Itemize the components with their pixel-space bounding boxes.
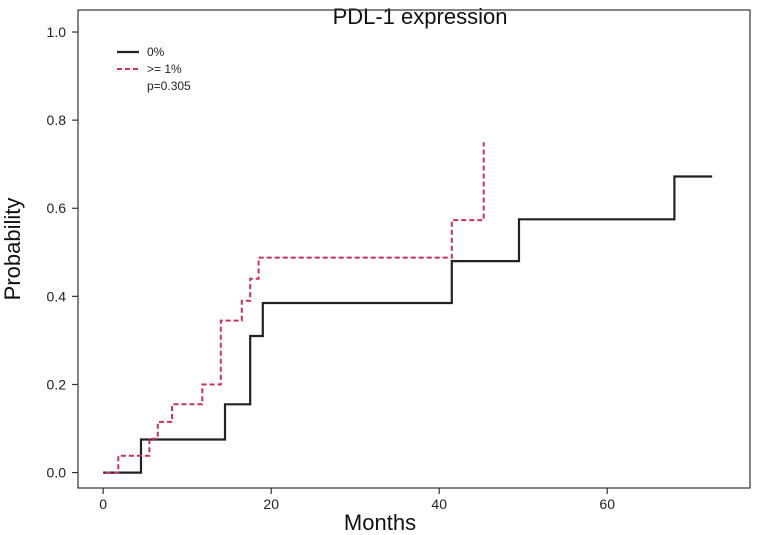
series-layer [103, 142, 713, 474]
y-tick-label: 0.2 [47, 376, 67, 392]
y-axis-ticks: 0.0 0.2 0.4 0.6 0.8 1.0 [47, 24, 78, 481]
plot-frame [77, 9, 751, 489]
y-tick-label: 0.8 [47, 112, 67, 128]
series-line-0pct [103, 175, 713, 474]
x-axis-label: Months [344, 510, 416, 535]
y-tick-label: 0.0 [47, 465, 67, 481]
series-line-ge1pct [105, 142, 485, 474]
x-tick-label: 40 [431, 496, 447, 512]
legend-label-0pct: 0% [147, 45, 165, 59]
y-tick-label: 0.4 [47, 288, 67, 304]
legend-label-1pct: >= 1% [147, 62, 182, 76]
p-value-annotation: p=0.305 [147, 79, 191, 93]
y-tick-label: 1.0 [47, 24, 67, 40]
x-tick-label: 20 [263, 496, 279, 512]
legend: 0% >= 1% p=0.305 [117, 45, 191, 93]
y-tick-label: 0.6 [47, 200, 67, 216]
x-axis-ticks: 0 20 40 60 [99, 488, 615, 512]
x-tick-label: 60 [599, 496, 615, 512]
x-tick-label: 0 [99, 496, 107, 512]
y-axis-label: Probability [0, 198, 25, 301]
chart-title: PDL-1 expression [333, 4, 508, 29]
